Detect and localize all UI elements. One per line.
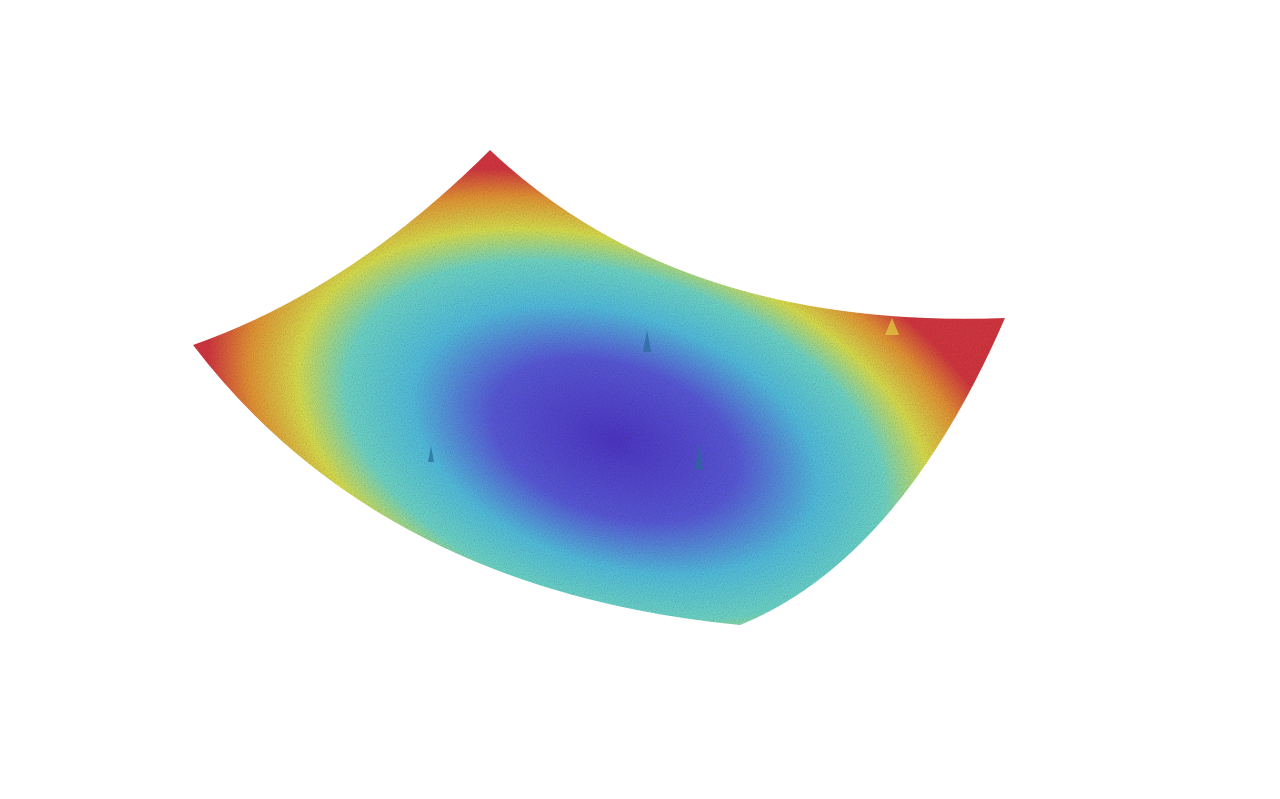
surface-spikes [428, 318, 899, 470]
surface-mesh [193, 150, 1005, 625]
